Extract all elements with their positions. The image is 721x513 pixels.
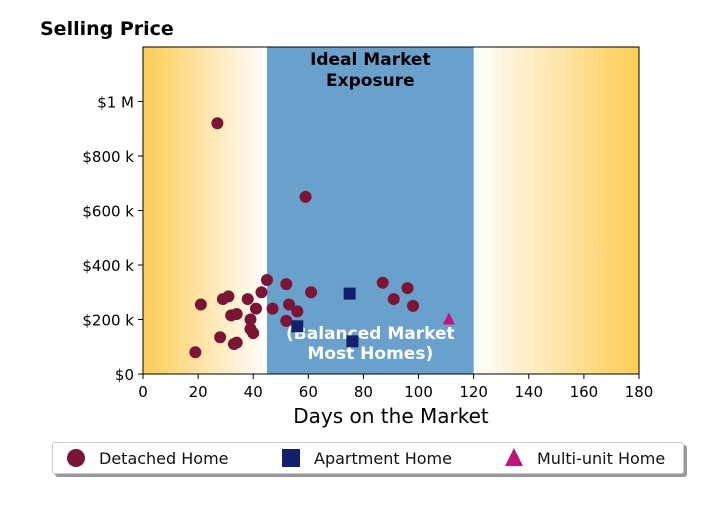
detached-home-point [249, 302, 262, 315]
x-tick-label: 80 [354, 383, 373, 401]
x-tick-label: 0 [138, 383, 148, 401]
y-tick-label: $200 k [82, 312, 134, 330]
x-tick-label: 60 [299, 383, 318, 401]
detached-home-point [261, 273, 273, 286]
detached-home-point [305, 286, 318, 299]
x-tick-label: 120 [459, 383, 488, 401]
x-tick-label: 40 [244, 383, 263, 401]
detached-home-point [230, 336, 243, 349]
y-tick-label: $400 k [82, 257, 134, 275]
legend-marker [282, 449, 300, 467]
chart-title: Selling Price [40, 18, 174, 40]
multi-unit-home-point [442, 312, 455, 325]
legend-item: Detached Home [65, 443, 229, 473]
legend-item: Apartment Home [280, 443, 452, 473]
detached-home-point [241, 293, 254, 306]
detached-home-point [401, 282, 414, 295]
legend-label: Multi-unit Home [537, 448, 666, 468]
detached-home-point [280, 314, 293, 327]
detached-home-point [299, 190, 312, 203]
detached-home-point [407, 299, 420, 312]
region-label-ideal: Ideal Market Exposure [310, 50, 431, 91]
legend-label: Detached Home [99, 448, 229, 468]
detached-home-point [222, 290, 235, 303]
detached-home-point [214, 331, 227, 344]
legend-marker [67, 449, 85, 467]
legend-label: Apartment Home [314, 448, 452, 468]
x-tick-label: 140 [514, 383, 543, 401]
x-tick-label: 20 [189, 383, 208, 401]
x-tick-label: 180 [625, 383, 654, 401]
detached-home-point [230, 308, 243, 321]
detached-home-point [266, 302, 279, 315]
legend: Detached Home Apartment Home Multi-unit Ho… [52, 442, 684, 474]
apartment-home-point [343, 287, 356, 300]
apartment-home-point [346, 335, 359, 348]
gradient-zone-right [473, 47, 639, 374]
ideal-market-region [267, 47, 474, 374]
detached-home-point [244, 313, 257, 326]
region-label-balanced: (Balanced Market Most Homes) [286, 324, 455, 364]
plot-frame [142, 46, 640, 375]
detached-home-point [211, 117, 224, 130]
detached-home-point [247, 327, 260, 340]
x-axis-label: Days on the Market [293, 404, 489, 428]
detached-home-point [283, 298, 296, 311]
detached-home-point [255, 286, 268, 299]
y-tick-label: $0 [115, 366, 134, 384]
detached-home-point [291, 305, 304, 318]
legend-symbol [282, 449, 300, 467]
x-tick-label: 100 [404, 383, 433, 401]
legend-marker [505, 448, 523, 466]
y-tick-label: $800 k [82, 148, 134, 166]
detached-home-point [376, 276, 389, 289]
detached-home-point [189, 346, 202, 359]
legend-symbol [505, 448, 523, 466]
legend-symbol [67, 449, 85, 467]
y-tick-label: $600 k [82, 203, 134, 221]
legend-item: Multi-unit Home [503, 443, 665, 473]
detached-home-point [280, 278, 293, 291]
detached-home-point [194, 298, 207, 311]
apartment-home-point [291, 320, 304, 333]
detached-home-point [387, 293, 400, 306]
x-tick-label: 160 [570, 383, 599, 401]
y-tick-label: $1 M [97, 94, 134, 112]
